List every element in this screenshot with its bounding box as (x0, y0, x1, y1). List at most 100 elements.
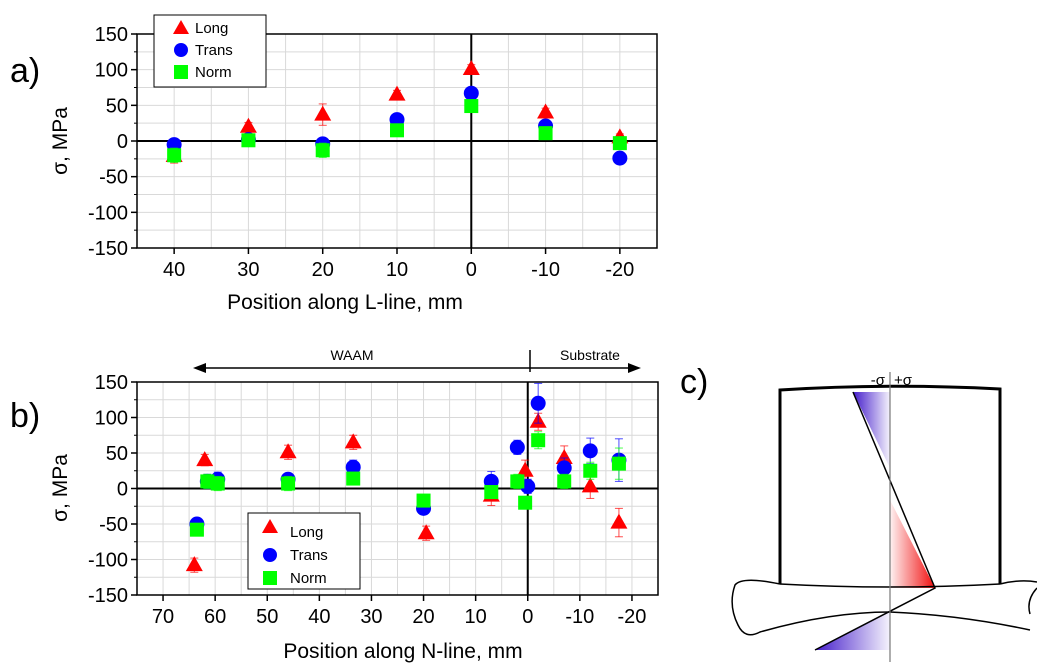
y-tick-label: 50 (106, 443, 128, 465)
stress-profile-line (814, 391, 936, 651)
y-tick-label: -150 (88, 585, 128, 607)
panel-b-region-annotation: WAAM Substrate (193, 347, 641, 373)
panel-c-schematic: c) -σ +σ (680, 363, 1037, 662)
point-norm (538, 126, 553, 141)
point-trans (612, 150, 628, 166)
y-tick-label: 100 (95, 60, 128, 82)
panel-b-label: b) (10, 397, 40, 435)
point-long (388, 85, 406, 101)
waam-arrowhead (193, 363, 206, 373)
point-long (344, 433, 362, 449)
point-long (417, 524, 435, 540)
panel-b-xlabel: Position along N-line, mm (283, 640, 522, 663)
point-norm (484, 485, 499, 500)
x-tick-label: -10 (531, 259, 560, 281)
point-long (196, 451, 214, 467)
point-long (555, 448, 573, 464)
legend-b-long-label: Long (290, 524, 323, 541)
substrate-end-curve (1028, 587, 1037, 615)
substrate-outline-right (999, 580, 1037, 585)
x-tick-label: 0 (522, 606, 533, 628)
point-long (462, 59, 480, 75)
pos-sigma-label: +σ (894, 372, 913, 389)
y-tick-label: -100 (88, 202, 128, 224)
point-long (239, 117, 257, 133)
point-norm (611, 456, 626, 471)
legend-b-trans-label: Trans (290, 547, 328, 564)
point-long (537, 103, 555, 119)
point-norm (315, 143, 330, 158)
legend-a-long-marker (173, 20, 189, 34)
point-trans (530, 395, 546, 411)
stress-positive-mid (890, 500, 935, 588)
y-tick-label: 50 (106, 95, 128, 117)
y-tick-label: 0 (117, 131, 128, 153)
point-norm (210, 476, 225, 491)
legend-a-trans-label: Trans (195, 42, 233, 59)
legend-b-trans-marker (263, 548, 277, 562)
point-norm (390, 123, 404, 138)
panel-a-legend: Long Trans Norm (153, 14, 267, 88)
panel-b-legend: Long Trans Norm (247, 512, 361, 590)
point-trans (582, 443, 598, 459)
y-tick-label: -100 (88, 550, 128, 572)
y-tick-label: -50 (99, 167, 128, 189)
y-tick-label: 100 (95, 408, 128, 430)
x-tick-label: 20 (412, 606, 434, 628)
point-norm (583, 463, 598, 478)
x-tick-label: 70 (152, 606, 174, 628)
y-tick-label: 150 (95, 24, 128, 46)
panel-b-marks (185, 382, 628, 573)
y-tick-label: 0 (117, 479, 128, 501)
x-tick-label: 50 (256, 606, 278, 628)
point-long (516, 461, 534, 477)
y-tick-label: -150 (88, 238, 128, 260)
legend-b-norm-marker (263, 571, 277, 585)
point-norm (557, 474, 572, 489)
neg-sigma-label: -σ (871, 372, 886, 389)
x-tick-label: 10 (386, 259, 408, 281)
point-norm (189, 522, 204, 537)
point-norm (464, 99, 479, 114)
point-long (581, 477, 599, 493)
point-long (279, 443, 297, 459)
panel-a-legend-box (153, 14, 267, 88)
panel-a-label: a) (10, 52, 40, 90)
panel-a-marks (165, 59, 629, 166)
x-tick-label: -10 (565, 606, 594, 628)
waam-label: WAAM (330, 347, 373, 363)
x-tick-label: 0 (466, 259, 477, 281)
x-tick-label: -20 (605, 259, 634, 281)
panel-b-ylabel: σ, MPa (49, 454, 72, 522)
panel-a-ylabel: σ, MPa (49, 107, 72, 175)
point-norm (518, 495, 533, 510)
legend-a-trans-marker (174, 43, 188, 57)
y-tick-label: 150 (95, 372, 128, 394)
point-trans (556, 460, 572, 476)
x-tick-label: 30 (360, 606, 382, 628)
substrate-arrowhead (628, 363, 641, 373)
point-norm (531, 433, 546, 448)
point-trans (509, 439, 525, 455)
x-tick-label: -20 (617, 606, 646, 628)
point-norm (167, 148, 182, 163)
panel-b: b) WAAM Substrate 150100500-50-100-15070… (10, 347, 659, 663)
x-tick-label: 30 (237, 259, 259, 281)
legend-a-long-label: Long (195, 20, 228, 37)
legend-b-long-marker (262, 519, 278, 533)
x-tick-label: 40 (163, 259, 185, 281)
point-norm (346, 471, 361, 486)
point-long (314, 105, 332, 121)
x-tick-label: 40 (308, 606, 330, 628)
point-norm (510, 474, 525, 489)
point-trans (345, 459, 361, 475)
stress-negative-top (853, 392, 890, 468)
substrate-outline-bottom (731, 579, 1031, 636)
point-norm (241, 133, 256, 148)
point-long (610, 513, 628, 529)
point-norm (281, 476, 296, 491)
legend-a-norm-marker (174, 65, 188, 79)
